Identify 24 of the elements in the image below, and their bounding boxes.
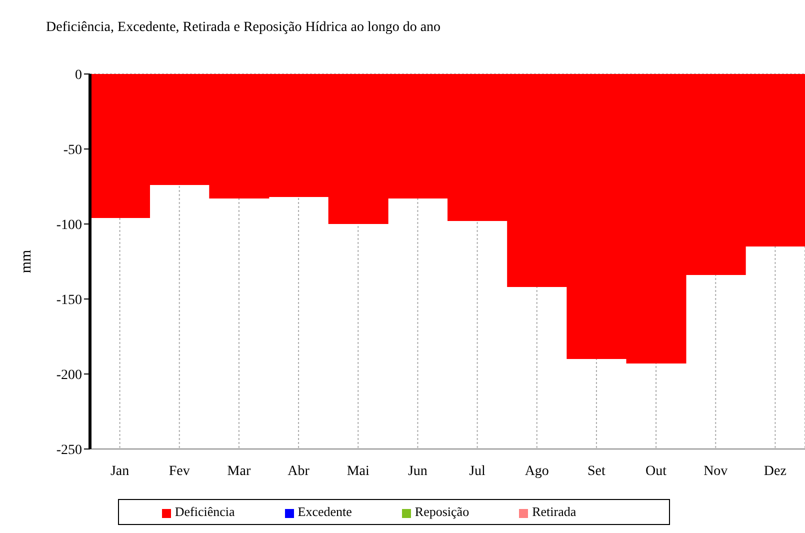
x-tick-label: Nov xyxy=(704,464,728,479)
legend-label: Deficiência xyxy=(174,504,235,519)
y-tick-label: 0 xyxy=(75,68,82,83)
legend-label: Reposição xyxy=(414,504,470,519)
x-tick-label: Set xyxy=(588,464,606,479)
y-axis-title: mm xyxy=(18,250,34,274)
chart-title: Deficiência, Excedente, Retirada e Reposição Hídrica ao longo do ano xyxy=(46,20,441,36)
y-tick-label: -50 xyxy=(63,142,82,158)
x-tick-label: Jul xyxy=(469,464,486,479)
legend-label: Excedente xyxy=(298,504,352,519)
x-tick-label: Abr xyxy=(288,464,310,479)
x-tick-label: Fev xyxy=(168,464,190,479)
x-tick-label: Dez xyxy=(764,464,786,479)
x-tick-label: Out xyxy=(646,464,667,479)
legend-label: Retirada xyxy=(532,504,576,519)
x-tick-label: Jun xyxy=(408,464,428,479)
y-tick-label: -250 xyxy=(56,442,82,458)
y-tick-label: -200 xyxy=(56,368,82,383)
y-tick-label: -150 xyxy=(56,292,82,308)
y-tick-label: -100 xyxy=(56,218,82,233)
x-tick-label: Jan xyxy=(110,464,130,479)
x-tick-label: Mar xyxy=(227,464,251,479)
x-tick-label: Mai xyxy=(346,464,370,479)
x-tick-label: Ago xyxy=(524,464,549,479)
